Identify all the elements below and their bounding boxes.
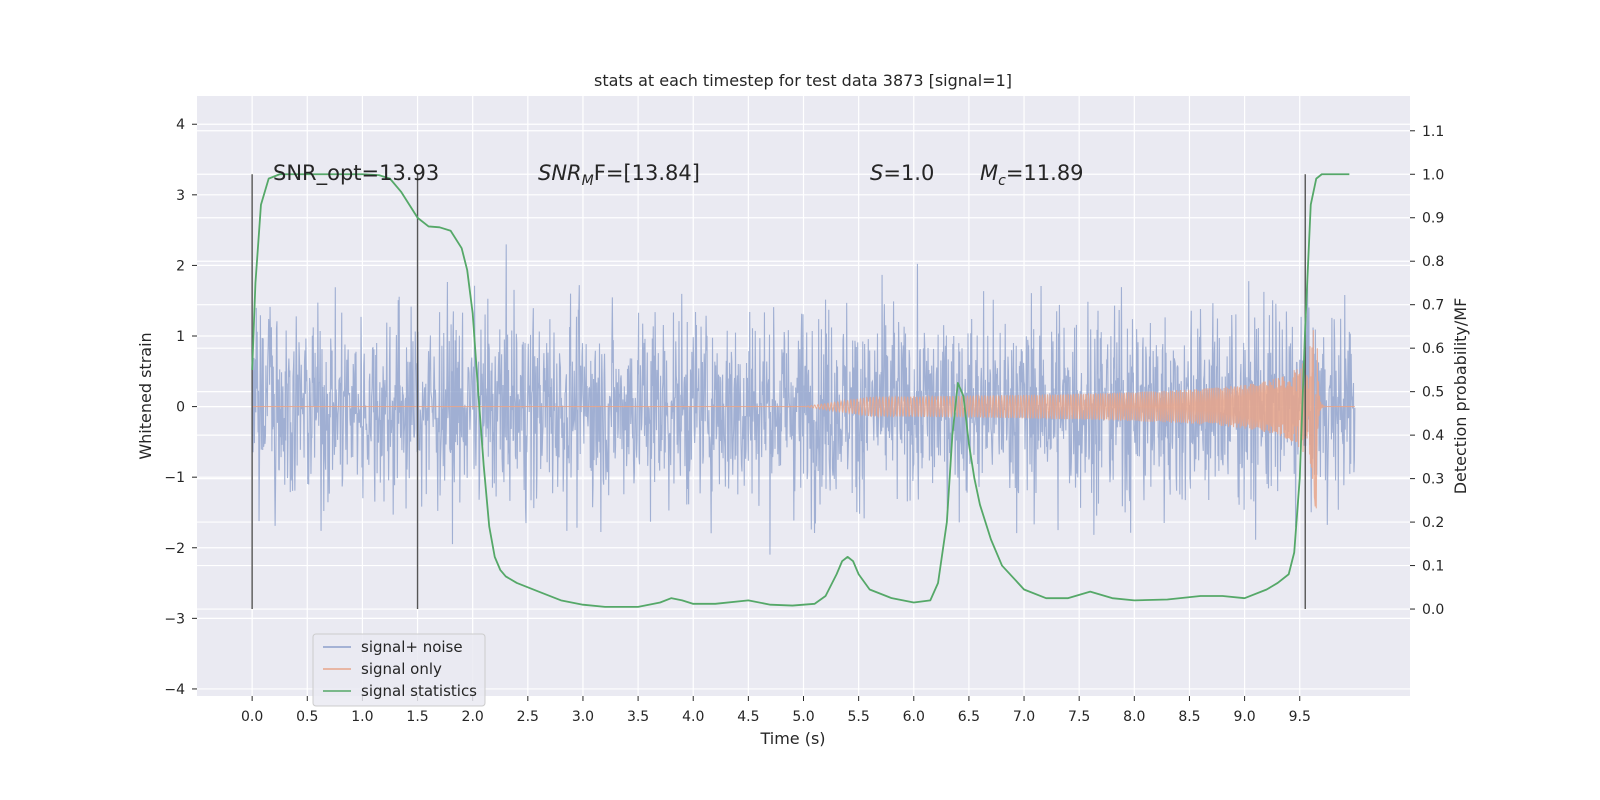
annotation-snr-mf-value: F=[13.84] [594,161,700,185]
y-right-tick-label: 0.0 [1422,602,1444,618]
x-tick-label: 8.5 [1178,709,1200,725]
y-left-tick-label: 4 [176,117,185,133]
annotation-snr-mf-main: SNR [538,161,582,185]
signal-only-line [252,330,1355,509]
vertical-markers [251,174,1306,610]
x-tick-label: 5.5 [848,709,870,725]
legend-label-signal-only: signal only [361,660,442,678]
annotation-snr-mf-subscript: M [582,173,594,189]
x-tick-label: 5.0 [792,709,814,725]
x-tick-label: 4.0 [682,709,704,725]
annotation-mc-value: =11.89 [1006,161,1084,185]
x-tick-label: 4.5 [737,709,759,725]
annotation-snr-mf: SNRMF=[13.84] [538,161,700,189]
annotation-mc: Mc=11.89 [980,161,1084,189]
y-axis-left-label: Whitened strain [136,332,155,459]
y-right-tick-label: 0.6 [1422,341,1444,357]
y-left-tick-label: 3 [176,188,185,204]
x-tick-label: 2.5 [517,709,539,725]
y-left-tick-label: 2 [176,258,185,274]
y-right-tick-label: 0.4 [1422,428,1444,444]
y-left-tick-label: −1 [164,470,185,486]
y-right-tick-label: 0.9 [1422,211,1444,227]
x-tick-label: 8.0 [1123,709,1145,725]
legend-label-signal-statistics: signal statistics [361,682,477,700]
y-right-tick-label: 0.2 [1422,515,1444,531]
y-left-tick-label: −2 [164,541,185,557]
annotation-s-symbol: S [870,161,883,185]
y-right-tick-label: 0.1 [1422,559,1444,575]
signal-statistics-line [251,173,1350,608]
y-right-tick-label: 0.3 [1422,472,1444,488]
x-tick-label: 7.5 [1068,709,1090,725]
x-tick-label: 0.5 [296,709,318,725]
y-right-tick-label: 0.8 [1422,254,1444,270]
annotation-mc-subscript: c [998,173,1006,189]
x-tick-label: 3.0 [572,709,594,725]
x-tick-label: 7.0 [1013,709,1035,725]
y-right-tick-label: 0.7 [1422,298,1444,314]
signal-statistics-series [251,173,1350,608]
annotation-snr-opt: SNR_opt=13.93 [273,161,439,186]
annotations: SNR_opt=13.93 SNRMF=[13.84] S=1.0 Mc=11.… [273,161,1084,189]
signal-only-series [252,330,1355,509]
y-axis-left-ticks: −4 −3 −2 −1 0 1 2 3 4 [164,117,197,698]
y-right-tick-label: 0.5 [1422,385,1444,401]
y-left-tick-label: −4 [164,682,185,698]
x-tick-label: 9.5 [1289,709,1311,725]
x-tick-label: 6.0 [903,709,925,725]
x-tick-label: 1.0 [351,709,373,725]
y-left-tick-label: 0 [176,400,185,416]
legend-label-signal-noise: signal+ noise [361,638,463,656]
x-tick-label: 2.0 [462,709,484,725]
y-left-tick-label: 1 [176,329,185,345]
legend: signal+ noise signal only signal statist… [312,633,486,707]
annotation-s-value: =1.0 [883,161,934,185]
x-tick-label: 9.0 [1233,709,1255,725]
x-axis-ticks: 0.0 0.5 1.0 1.5 2.0 2.5 3.0 3.5 4.0 4.5 5.0 5.5 6.0 6… [241,696,1311,725]
x-tick-label: 1.5 [406,709,428,725]
y-right-tick-label: 1.0 [1422,167,1444,183]
chart-title: stats at each timestep for test data 387… [594,71,1012,90]
y-right-tick-label: 1.1 [1422,124,1444,140]
x-axis-label: Time (s) [759,729,825,748]
plot-area [197,96,1410,696]
y-axis-right-label: Detection probability/MF [1451,298,1470,495]
x-tick-label: 0.0 [241,709,263,725]
x-tick-label: 3.5 [627,709,649,725]
y-left-tick-label: −3 [164,611,185,627]
x-tick-label: 6.5 [958,709,980,725]
y-axis-right-ticks: 0.0 0.1 0.2 0.3 0.4 0.5 0.6 0.7 0.8 0.9 1.0 1.1 [1410,124,1444,618]
legend-box [312,633,486,707]
annotation-s: S=1.0 [870,161,934,185]
annotation-mc-symbol: M [980,161,998,185]
